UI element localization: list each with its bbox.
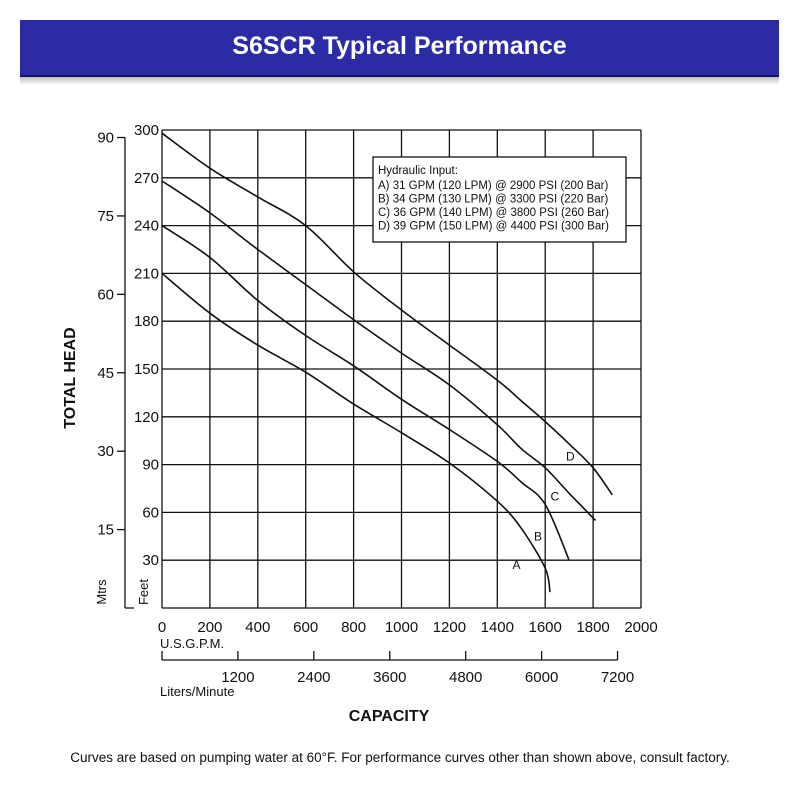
legend-entry: B) 34 GPM (130 LPM) @ 3300 PSI (220 Bar) — [378, 194, 608, 206]
x2-tick-label: 7200 — [601, 669, 634, 686]
y-tick-label: 300 — [134, 122, 159, 139]
series-line-A — [161, 272, 551, 593]
y2-tick-label: 60 — [97, 286, 114, 303]
x2-tick-label: 6000 — [525, 669, 558, 686]
y-axis-label: TOTAL HEAD — [62, 327, 79, 428]
x-tick-label: 1800 — [576, 619, 609, 636]
x-tick-label: 1000 — [385, 619, 418, 636]
x-tick-label: 1200 — [433, 619, 466, 636]
legend-title: Hydraulic Input: — [378, 165, 458, 177]
x-tick-label: 1400 — [481, 619, 514, 636]
x-tick-label: 600 — [293, 619, 318, 636]
series-line-D — [161, 132, 613, 496]
legend-entry: D) 39 GPM (150 LPM) @ 4400 PSI (300 Bar) — [378, 221, 609, 233]
y2-tick-label: 45 — [97, 365, 114, 382]
legend-entry: A) 31 GPM (120 LPM) @ 2900 PSI (200 Bar) — [378, 180, 608, 192]
y-tick-label: 150 — [134, 361, 159, 378]
x-unit-label: U.S.G.P.M. — [160, 636, 224, 651]
series-line-C — [161, 180, 597, 521]
x2-tick-label: 1200 — [221, 669, 254, 686]
y-tick-label: 180 — [134, 313, 159, 330]
chart-series: A B C D — [161, 132, 613, 593]
title-banner — [20, 20, 779, 77]
y-tick-label: 240 — [134, 218, 159, 235]
page-title: S6SCR Typical Performance — [232, 32, 567, 60]
x-axis-label: CAPACITY — [349, 708, 430, 725]
x-tick-label: 200 — [197, 619, 222, 636]
y2-tick-label: 15 — [97, 522, 114, 539]
x2-unit-label: Liters/Minute — [160, 684, 234, 699]
series-label-C: C — [550, 489, 559, 503]
chart-legend: Hydraulic Input: A) 31 GPM (120 LPM) @ 29… — [372, 156, 627, 243]
y2-tick-label: 75 — [97, 208, 114, 225]
y-tick-label: 30 — [142, 552, 159, 569]
y2-tick-label: 90 — [97, 130, 114, 147]
y-unit-label: Feet — [136, 579, 151, 605]
chart-axes: 0 200 400 600 800 1000 1200 1400 1600 1800 2000 U.S… — [94, 122, 658, 699]
y2-unit-label: Mtrs — [94, 579, 109, 605]
x2-tick-label: 2400 — [297, 669, 330, 686]
y-tick-label: 120 — [134, 409, 159, 426]
y-tick-label: 60 — [142, 504, 159, 521]
series-line-B — [161, 224, 570, 561]
legend-box — [372, 156, 627, 243]
x2-tick-label: 4800 — [449, 669, 482, 686]
y2-tick-label: 30 — [97, 443, 114, 460]
x-tick-label: 1600 — [529, 619, 562, 636]
x-tick-label: 800 — [341, 619, 366, 636]
y-tick-label: 270 — [134, 170, 159, 187]
x2-tick-label: 3600 — [373, 669, 406, 686]
series-label-D: D — [566, 450, 575, 464]
y-tick-label: 90 — [142, 457, 159, 474]
performance-chart: 0 200 400 600 800 1000 1200 1400 1600 1800 2000 U.S… — [62, 122, 658, 725]
y-tick-label: 210 — [134, 265, 159, 282]
x-tick-label: 0 — [158, 619, 166, 636]
series-label-A: A — [512, 558, 520, 572]
series-label-B: B — [534, 529, 542, 543]
legend-entry: C) 36 GPM (140 LPM) @ 3800 PSI (260 Bar) — [378, 207, 609, 219]
x-tick-label: 2000 — [624, 619, 657, 636]
x-tick-label: 400 — [245, 619, 270, 636]
footnote: Curves are based on pumping water at 60°… — [70, 750, 730, 765]
title-banner-shadow — [20, 77, 779, 85]
